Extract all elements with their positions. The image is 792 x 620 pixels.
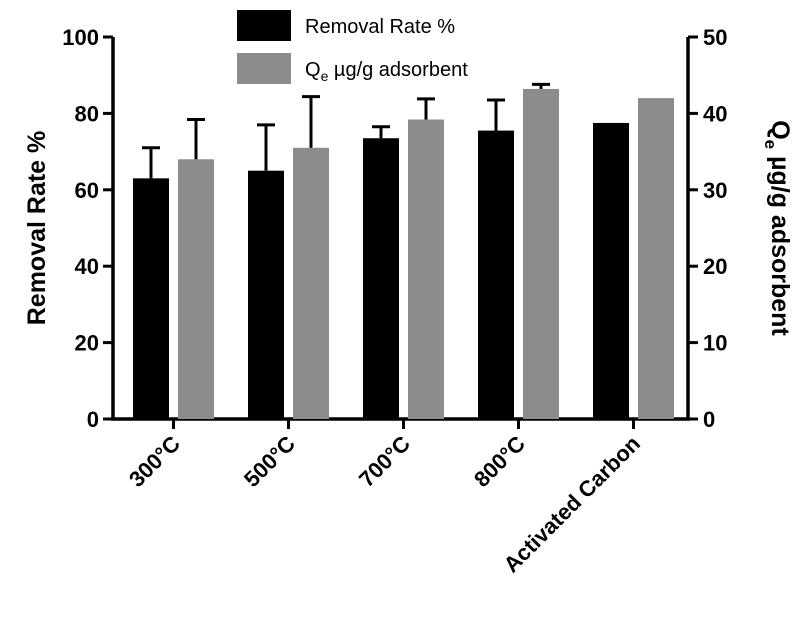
legend-label-qe-sub: e bbox=[321, 68, 329, 84]
bar-qe bbox=[523, 88, 559, 420]
y-left-tick-label: 20 bbox=[75, 331, 99, 356]
y-axis-right-title-rest: µg/g adsorbent bbox=[766, 149, 792, 336]
y-left-tick-label: 40 bbox=[75, 254, 99, 279]
bar-qe bbox=[408, 119, 444, 420]
y-axis-right-title: Qe µg/g adsorbent bbox=[761, 120, 792, 336]
x-category-label: 800°C bbox=[469, 431, 530, 492]
bar-qe bbox=[293, 147, 329, 419]
y-left-tick-label: 100 bbox=[62, 25, 99, 50]
y-right-tick-label: 30 bbox=[703, 178, 727, 203]
y-right-tick-label: 0 bbox=[703, 407, 715, 432]
bar-removal-rate bbox=[133, 178, 169, 419]
y-axis-right-title-main: Q bbox=[766, 120, 792, 139]
y-axis-right-title-sub: e bbox=[761, 140, 780, 149]
x-category-label: 700°C bbox=[354, 431, 415, 492]
y-left-tick-label: 80 bbox=[75, 101, 99, 126]
bar-removal-rate bbox=[248, 170, 284, 419]
ticks: 0 20 40 60 80 100 0 10 20 30 40 50 bbox=[62, 25, 727, 432]
y-right-tick-label: 40 bbox=[703, 101, 727, 126]
y-right-tick-label: 50 bbox=[703, 25, 727, 50]
legend-label-qe: Qe µg/g adsorbent bbox=[305, 59, 468, 84]
y-right-tick-label: 10 bbox=[703, 331, 727, 356]
bar-removal-rate bbox=[593, 122, 629, 419]
x-category-label: 500°C bbox=[239, 431, 300, 492]
x-category-label: 300°C bbox=[124, 431, 185, 492]
legend-swatch-qe bbox=[237, 53, 291, 84]
bar-removal-rate bbox=[478, 130, 514, 419]
y-left-tick-label: 60 bbox=[75, 178, 99, 203]
legend-label-removal-rate: Removal Rate % bbox=[305, 16, 455, 38]
legend: Removal Rate % Qe µg/g adsorbent bbox=[237, 10, 468, 84]
y-left-tick-label: 0 bbox=[87, 407, 99, 432]
y-axis-left-title: Removal Rate % bbox=[23, 131, 51, 326]
legend-label-qe-main: Q bbox=[305, 59, 321, 81]
bar-removal-rate bbox=[363, 138, 399, 420]
bar-qe bbox=[638, 98, 674, 420]
bar-qe bbox=[178, 159, 214, 420]
bars bbox=[133, 82, 674, 420]
legend-swatch-removal-rate bbox=[237, 10, 291, 41]
legend-label-qe-rest: µg/g adsorbent bbox=[328, 59, 468, 81]
y-right-tick-label: 20 bbox=[703, 254, 727, 279]
